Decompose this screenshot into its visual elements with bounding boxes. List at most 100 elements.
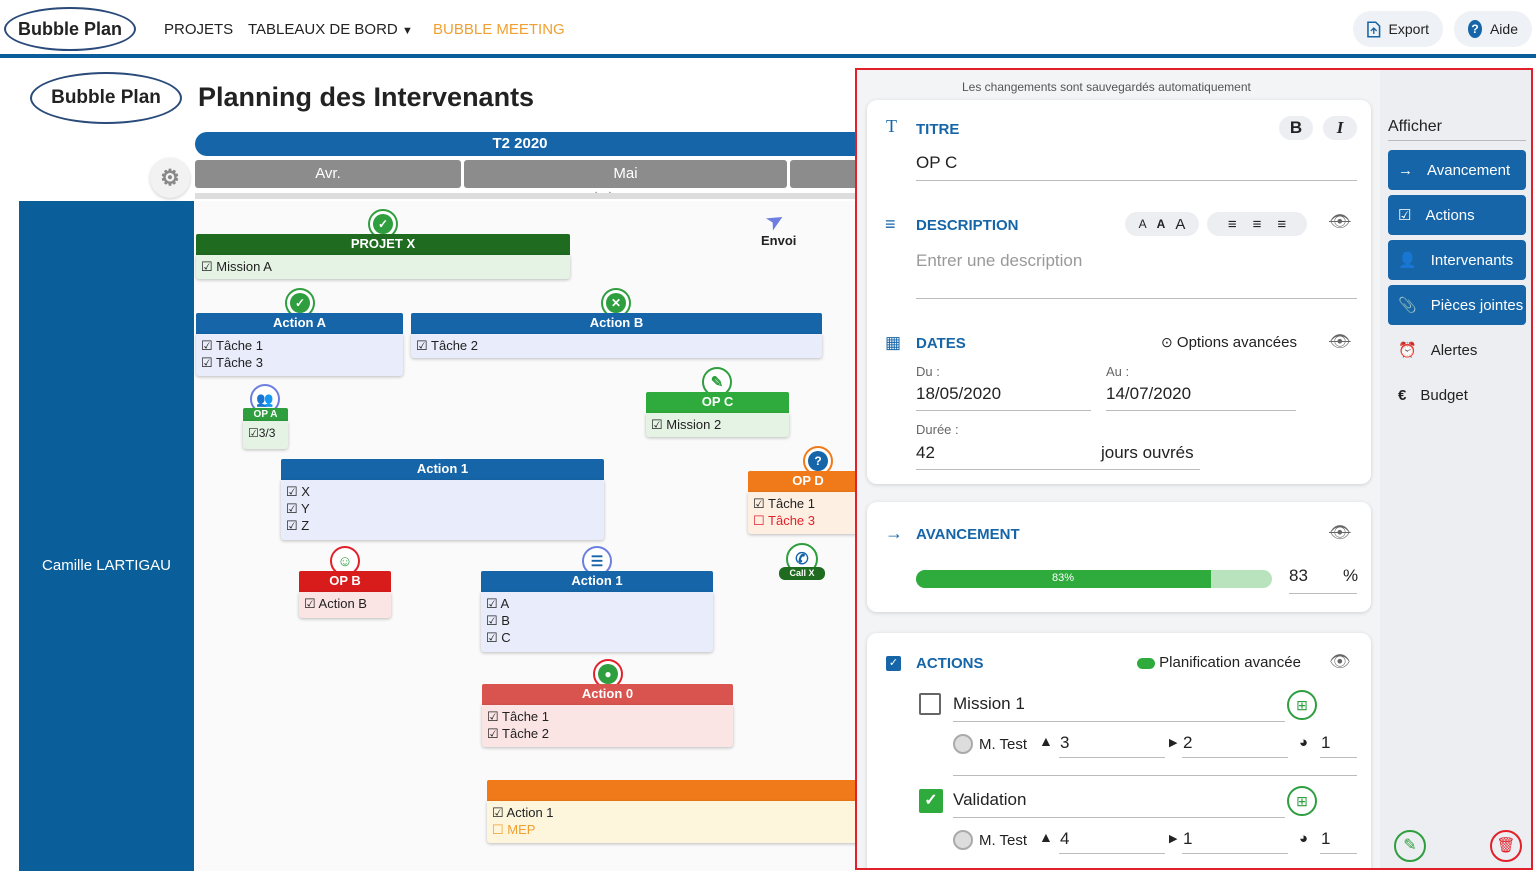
calendar-add-icon[interactable]: ⊞ bbox=[1287, 786, 1317, 816]
planning-logo-text: Bubble Plan bbox=[51, 87, 161, 108]
action-name-input[interactable]: Mission 1 bbox=[953, 694, 1025, 713]
calendar-add-icon[interactable]: ⊞ bbox=[1287, 690, 1317, 720]
advanced-planning-toggle[interactable]: Planification avancée bbox=[1137, 654, 1301, 671]
planning-board: Bubble Plan Planning des Intervenants T2… bbox=[0, 62, 856, 871]
eye-slash-icon[interactable]: 👁 bbox=[1329, 523, 1351, 542]
projetx-card[interactable]: ☑ Mission A bbox=[196, 255, 570, 279]
caret-down-icon: ▼ bbox=[401, 25, 413, 37]
to-underline bbox=[1106, 410, 1296, 411]
actiona-bar[interactable]: Action A bbox=[196, 313, 403, 334]
opa-card[interactable]: ☑3/3 bbox=[243, 421, 288, 449]
projetx-bar[interactable]: PROJET X bbox=[196, 234, 570, 255]
edit-icon[interactable]: ✎ bbox=[1394, 830, 1426, 862]
arrow-right-icon: → bbox=[1398, 161, 1413, 179]
checkbox[interactable] bbox=[919, 693, 941, 715]
export-button[interactable]: Export bbox=[1353, 11, 1443, 47]
side-actions-button[interactable]: ☑ Actions bbox=[1388, 195, 1526, 235]
eye-icon[interactable]: 👁 bbox=[1329, 652, 1351, 671]
action1b-card[interactable]: ☑ A ☑ B ☑ C bbox=[481, 592, 713, 652]
advanced-options-toggle[interactable]: ⊙ Options avancées bbox=[1161, 334, 1297, 351]
bottom-card[interactable]: ☑ Action 1 ☐ MEP bbox=[487, 801, 856, 843]
action0-card[interactable]: ☑ Tâche 1 ☑ Tâche 2 bbox=[482, 705, 733, 747]
advanced-options-label: Options avancées bbox=[1176, 334, 1297, 351]
detail-panel: Les changements sont sauvegardés automat… bbox=[855, 68, 1533, 870]
month-header-next bbox=[790, 160, 856, 188]
eye-slash-icon[interactable]: 👁 bbox=[1329, 212, 1351, 231]
to-date-input[interactable]: 14/07/2020 bbox=[1106, 384, 1192, 403]
description-input[interactable]: Entrer une description bbox=[916, 251, 1083, 270]
help-label: Aide bbox=[1489, 21, 1518, 37]
step-input[interactable]: 2 bbox=[1183, 733, 1193, 752]
help-button[interactable]: ? Aide bbox=[1454, 11, 1532, 47]
list-status-icon[interactable]: ☰ bbox=[582, 546, 612, 576]
from-date-input[interactable]: 18/05/2020 bbox=[916, 384, 1002, 403]
timeline-scrollbar[interactable] bbox=[195, 193, 856, 199]
action1b-bar[interactable]: Action 1 bbox=[481, 571, 713, 592]
callx-label[interactable]: Call X bbox=[779, 567, 825, 580]
progress-section: → AVANCEMENT 👁 83% 83 % bbox=[867, 502, 1371, 612]
trash-icon[interactable]: 🗑 bbox=[1490, 830, 1522, 862]
opb-card[interactable]: ☑ Action B bbox=[299, 592, 391, 618]
opd-card[interactable]: ☑ Tâche 1 ☐ Tâche 3 bbox=[748, 492, 856, 534]
align-center-icon: ≡ bbox=[1252, 215, 1262, 233]
list-item: ☐ MEP bbox=[492, 822, 536, 837]
gear-icon: ⚙ bbox=[160, 165, 180, 190]
weight-icon: ▲ bbox=[1039, 829, 1053, 845]
opc-card[interactable]: ☑ Mission 2 bbox=[646, 413, 789, 437]
euro-icon: € bbox=[1398, 386, 1407, 404]
action-underline bbox=[953, 817, 1285, 818]
settings-button[interactable]: ⚙ bbox=[150, 158, 190, 198]
italic-button[interactable]: I bbox=[1323, 116, 1357, 140]
side-avancement-label: Avancement bbox=[1427, 161, 1511, 179]
list-item: ☑ C bbox=[486, 630, 511, 645]
opd-bar[interactable]: OP D bbox=[748, 471, 856, 492]
action-underline bbox=[953, 721, 1285, 722]
step-input[interactable]: 1 bbox=[1183, 829, 1193, 848]
side-alertes-button[interactable]: ⏰ Alertes bbox=[1388, 330, 1526, 370]
opc-bar[interactable]: OP C bbox=[646, 392, 789, 413]
nav-bubble-meeting[interactable]: BUBBLE MEETING bbox=[433, 21, 565, 38]
side-budget-button[interactable]: € Budget bbox=[1388, 375, 1526, 415]
pie-input[interactable]: 1 bbox=[1321, 829, 1331, 848]
actiona-card[interactable]: ☑ Tâche 1 ☑ Tâche 3 bbox=[196, 334, 403, 376]
list-item: ☑ Mission 2 bbox=[651, 417, 722, 432]
weight-input[interactable]: 3 bbox=[1060, 733, 1070, 752]
pie-input[interactable]: 1 bbox=[1321, 733, 1331, 752]
description-heading: DESCRIPTION bbox=[916, 217, 1019, 234]
eye-slash-icon[interactable]: 👁 bbox=[1329, 332, 1351, 351]
opa-bar[interactable]: OP A bbox=[243, 408, 288, 421]
toggle-on-icon bbox=[1137, 657, 1155, 669]
list-item: ☑ Tâche 2 bbox=[487, 726, 550, 741]
bottom-bar[interactable] bbox=[487, 780, 856, 801]
file-export-icon bbox=[1367, 20, 1381, 38]
action-name-input[interactable]: Validation bbox=[953, 790, 1027, 809]
actionb-bar[interactable]: Action B bbox=[411, 313, 822, 334]
action1a-card[interactable]: ☑ X ☑ Y ☑ Z bbox=[281, 480, 604, 540]
actions-checkbox-icon[interactable]: ✓ bbox=[886, 656, 901, 671]
title-input[interactable]: OP C bbox=[916, 153, 958, 172]
actionb-card[interactable]: ☑ Tâche 2 bbox=[411, 334, 822, 358]
progress-heading: AVANCEMENT bbox=[916, 526, 1020, 543]
action1a-bar[interactable]: Action 1 bbox=[281, 459, 604, 480]
checkbox-checked[interactable]: ✓ bbox=[919, 789, 943, 813]
pie-underline bbox=[1320, 853, 1357, 854]
progress-input[interactable]: 83 bbox=[1289, 566, 1308, 585]
side-intervenants-button[interactable]: 👤 Intervenants bbox=[1388, 240, 1526, 280]
list-item: ☑ Tâche 1 bbox=[753, 496, 816, 511]
align-toggle[interactable]: ≡ ≡ ≡ bbox=[1207, 212, 1307, 236]
logo[interactable]: Bubble Plan bbox=[4, 7, 136, 51]
nav-tableaux-de-bord[interactable]: TABLEAUX DE BORD ▼ bbox=[248, 21, 413, 38]
side-avancement-button[interactable]: → Avancement bbox=[1388, 150, 1526, 190]
weight-input[interactable]: 4 bbox=[1060, 829, 1070, 848]
advanced-planning-label: Planification avancée bbox=[1159, 654, 1301, 671]
toggle-icon: ⊙ bbox=[1161, 334, 1173, 350]
side-pieces-jointes-button[interactable]: 📎 Pièces jointes bbox=[1388, 285, 1526, 325]
user-name: M. Test bbox=[979, 832, 1028, 849]
bold-button[interactable]: B bbox=[1279, 116, 1313, 140]
opb-bar[interactable]: OP B bbox=[299, 571, 391, 592]
duration-input[interactable]: 42 bbox=[916, 443, 935, 462]
pie-chart-icon: ◕ bbox=[1299, 734, 1309, 751]
action0-bar[interactable]: Action 0 bbox=[482, 684, 733, 705]
nav-projets[interactable]: PROJETS bbox=[164, 21, 234, 38]
